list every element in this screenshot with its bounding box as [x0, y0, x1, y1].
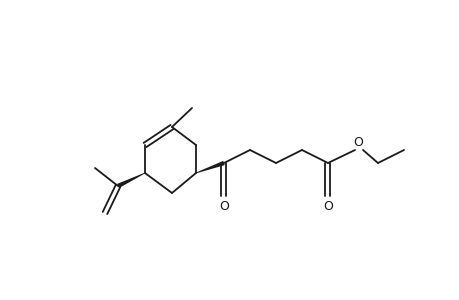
- Polygon shape: [196, 161, 224, 173]
- Text: O: O: [322, 200, 332, 212]
- Polygon shape: [117, 172, 145, 188]
- Text: O: O: [353, 136, 362, 148]
- Text: O: O: [218, 200, 229, 212]
